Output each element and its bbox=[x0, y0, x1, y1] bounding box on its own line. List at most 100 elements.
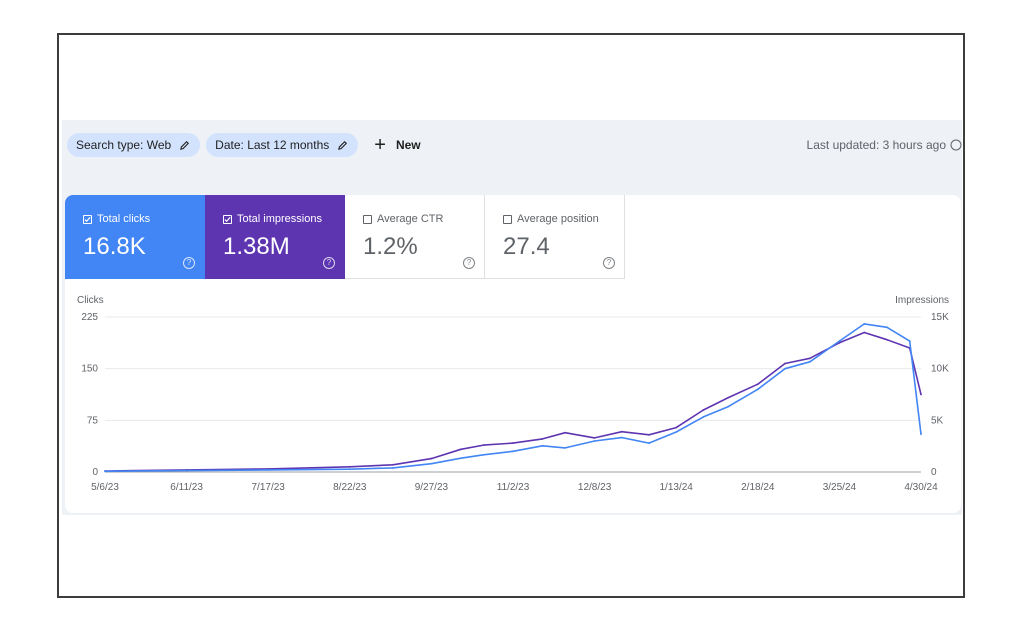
plus-icon: + bbox=[374, 134, 386, 156]
metric-label: Total clicks bbox=[97, 213, 151, 225]
left-axis-tick-label: 150 bbox=[81, 364, 98, 375]
metric-value: 1.2% bbox=[363, 233, 418, 260]
impressions-series-line bbox=[104, 331, 922, 472]
x-tick-label: 11/2/23 bbox=[497, 482, 530, 493]
clicks-data-point bbox=[838, 340, 841, 343]
metric-value: 1.38M bbox=[223, 233, 290, 260]
checkbox-unchecked-icon[interactable] bbox=[363, 214, 372, 224]
report-panel: Search type: Web Date: Last 12 months + … bbox=[62, 120, 962, 515]
metric-average-position[interactable]: Average position 27.4 ? bbox=[485, 195, 625, 279]
checkbox-checked-icon[interactable] bbox=[223, 214, 232, 224]
clicks-data-point bbox=[541, 444, 544, 447]
clicks-data-point bbox=[512, 450, 514, 453]
impressions-data-point bbox=[863, 331, 866, 334]
impressions-data-point bbox=[756, 383, 759, 386]
new-filter-button[interactable]: + New bbox=[374, 135, 420, 155]
impressions-data-point bbox=[784, 362, 786, 365]
impressions-data-point bbox=[459, 448, 462, 451]
impressions-data-point bbox=[809, 357, 811, 360]
metric-value: 27.4 bbox=[503, 233, 550, 260]
performance-chart: Clicks Impressions 0 75 150 225 0 5K 10K 15K 5/… bbox=[77, 295, 949, 493]
right-axis-tick-label: 5K bbox=[931, 415, 944, 426]
clicks-data-point bbox=[593, 440, 596, 442]
x-tick-label: 1/13/24 bbox=[660, 482, 694, 493]
help-icon[interactable]: ? bbox=[323, 257, 335, 269]
metric-label-row: Total impressions bbox=[223, 213, 322, 225]
x-tick-label: 12/8/23 bbox=[578, 482, 612, 493]
search-type-filter-label: Search type: Web bbox=[76, 138, 172, 152]
clicks-data-point bbox=[727, 405, 730, 408]
clicks-data-point bbox=[564, 446, 567, 449]
pencil-icon bbox=[338, 140, 348, 150]
clicks-data-point bbox=[430, 462, 433, 465]
impressions-data-point bbox=[430, 457, 433, 460]
help-icon[interactable]: ? bbox=[463, 257, 475, 269]
clicks-data-point bbox=[648, 442, 650, 444]
clicks-data-point bbox=[863, 322, 866, 325]
date-filter-label: Date: Last 12 months bbox=[215, 138, 330, 152]
impressions-data-point bbox=[620, 430, 623, 433]
impressions-data-point bbox=[541, 438, 544, 440]
impressions-data-point bbox=[482, 444, 485, 447]
clicks-data-point bbox=[756, 388, 759, 391]
left-axis-tick-label: 75 bbox=[87, 415, 99, 426]
x-tick-label: 6/11/23 bbox=[170, 482, 203, 493]
new-filter-label: New bbox=[395, 138, 421, 152]
search-type-filter-chip[interactable]: Search type: Web bbox=[67, 133, 201, 157]
screenshot-frame: Search type: Web Date: Last 12 months + … bbox=[57, 33, 965, 598]
checkbox-checked-icon[interactable] bbox=[83, 214, 92, 224]
x-tick-label: 7/17/23 bbox=[252, 482, 286, 493]
checkbox-unchecked-icon[interactable] bbox=[503, 214, 512, 224]
x-tick-label: 2/18/24 bbox=[741, 482, 775, 493]
date-filter-chip[interactable]: Date: Last 12 months bbox=[206, 133, 359, 157]
clicks-data-point bbox=[391, 466, 394, 469]
right-axis-title: Impressions bbox=[895, 295, 949, 306]
impressions-data-point bbox=[675, 426, 678, 429]
x-tick-label: 9/27/23 bbox=[415, 482, 449, 493]
metric-label-row: Total clicks bbox=[83, 213, 150, 225]
metric-total-clicks[interactable]: Total clicks 16.8K ? bbox=[65, 195, 205, 279]
impressions-data-point bbox=[648, 433, 650, 436]
performance-card: Total clicks 16.8K ? Total impressions 1… bbox=[65, 195, 961, 513]
impressions-data-point bbox=[727, 396, 730, 399]
impressions-data-point bbox=[564, 431, 567, 434]
clicks-data-point bbox=[459, 457, 462, 460]
left-axis-title: Clicks bbox=[77, 295, 104, 306]
clicks-data-point bbox=[809, 360, 811, 363]
impressions-data-point bbox=[920, 393, 922, 396]
right-axis-tick-label: 0 bbox=[931, 467, 937, 478]
clicks-data-point bbox=[920, 433, 922, 436]
x-tick-label: 5/6/23 bbox=[91, 482, 119, 493]
impressions-data-point bbox=[886, 338, 888, 341]
right-axis-tick-label: 15K bbox=[931, 312, 949, 323]
x-tick-label: 4/30/24 bbox=[904, 482, 938, 493]
x-tick-label: 8/22/23 bbox=[333, 482, 367, 493]
impressions-data-point bbox=[348, 465, 351, 468]
clicks-series-line bbox=[104, 323, 922, 473]
metric-total-impressions[interactable]: Total impressions 1.38M ? bbox=[205, 195, 345, 279]
impressions-data-point bbox=[512, 442, 514, 444]
clicks-data-point bbox=[702, 415, 705, 418]
metric-value: 16.8K bbox=[83, 233, 146, 260]
left-axis-tick-label: 0 bbox=[92, 467, 98, 478]
help-icon[interactable]: ? bbox=[603, 257, 615, 269]
clicks-data-point bbox=[185, 469, 188, 472]
impressions-data-point bbox=[702, 409, 705, 411]
clicks-data-point bbox=[675, 431, 678, 433]
clicks-data-point bbox=[104, 470, 106, 473]
help-icon[interactable]: ? bbox=[183, 257, 195, 269]
left-axis-tick-label: 225 bbox=[81, 312, 98, 323]
x-tick-label: 3/25/24 bbox=[823, 482, 857, 493]
last-updated: Last updated: 3 hours ago bbox=[807, 132, 962, 158]
right-axis-tick-label: 10K bbox=[931, 364, 949, 375]
pencil-icon bbox=[180, 140, 190, 150]
metric-label-row: Average CTR bbox=[363, 213, 443, 225]
metric-label: Average position bbox=[517, 213, 599, 225]
clicks-data-point bbox=[908, 340, 911, 343]
metric-average-ctr[interactable]: Average CTR 1.2% ? bbox=[345, 195, 485, 279]
clicks-data-point bbox=[267, 469, 270, 471]
help-icon[interactable] bbox=[950, 139, 962, 151]
clicks-data-point bbox=[348, 468, 351, 471]
last-updated-text: Last updated: 3 hours ago bbox=[806, 138, 946, 152]
clicks-data-point bbox=[620, 436, 623, 439]
